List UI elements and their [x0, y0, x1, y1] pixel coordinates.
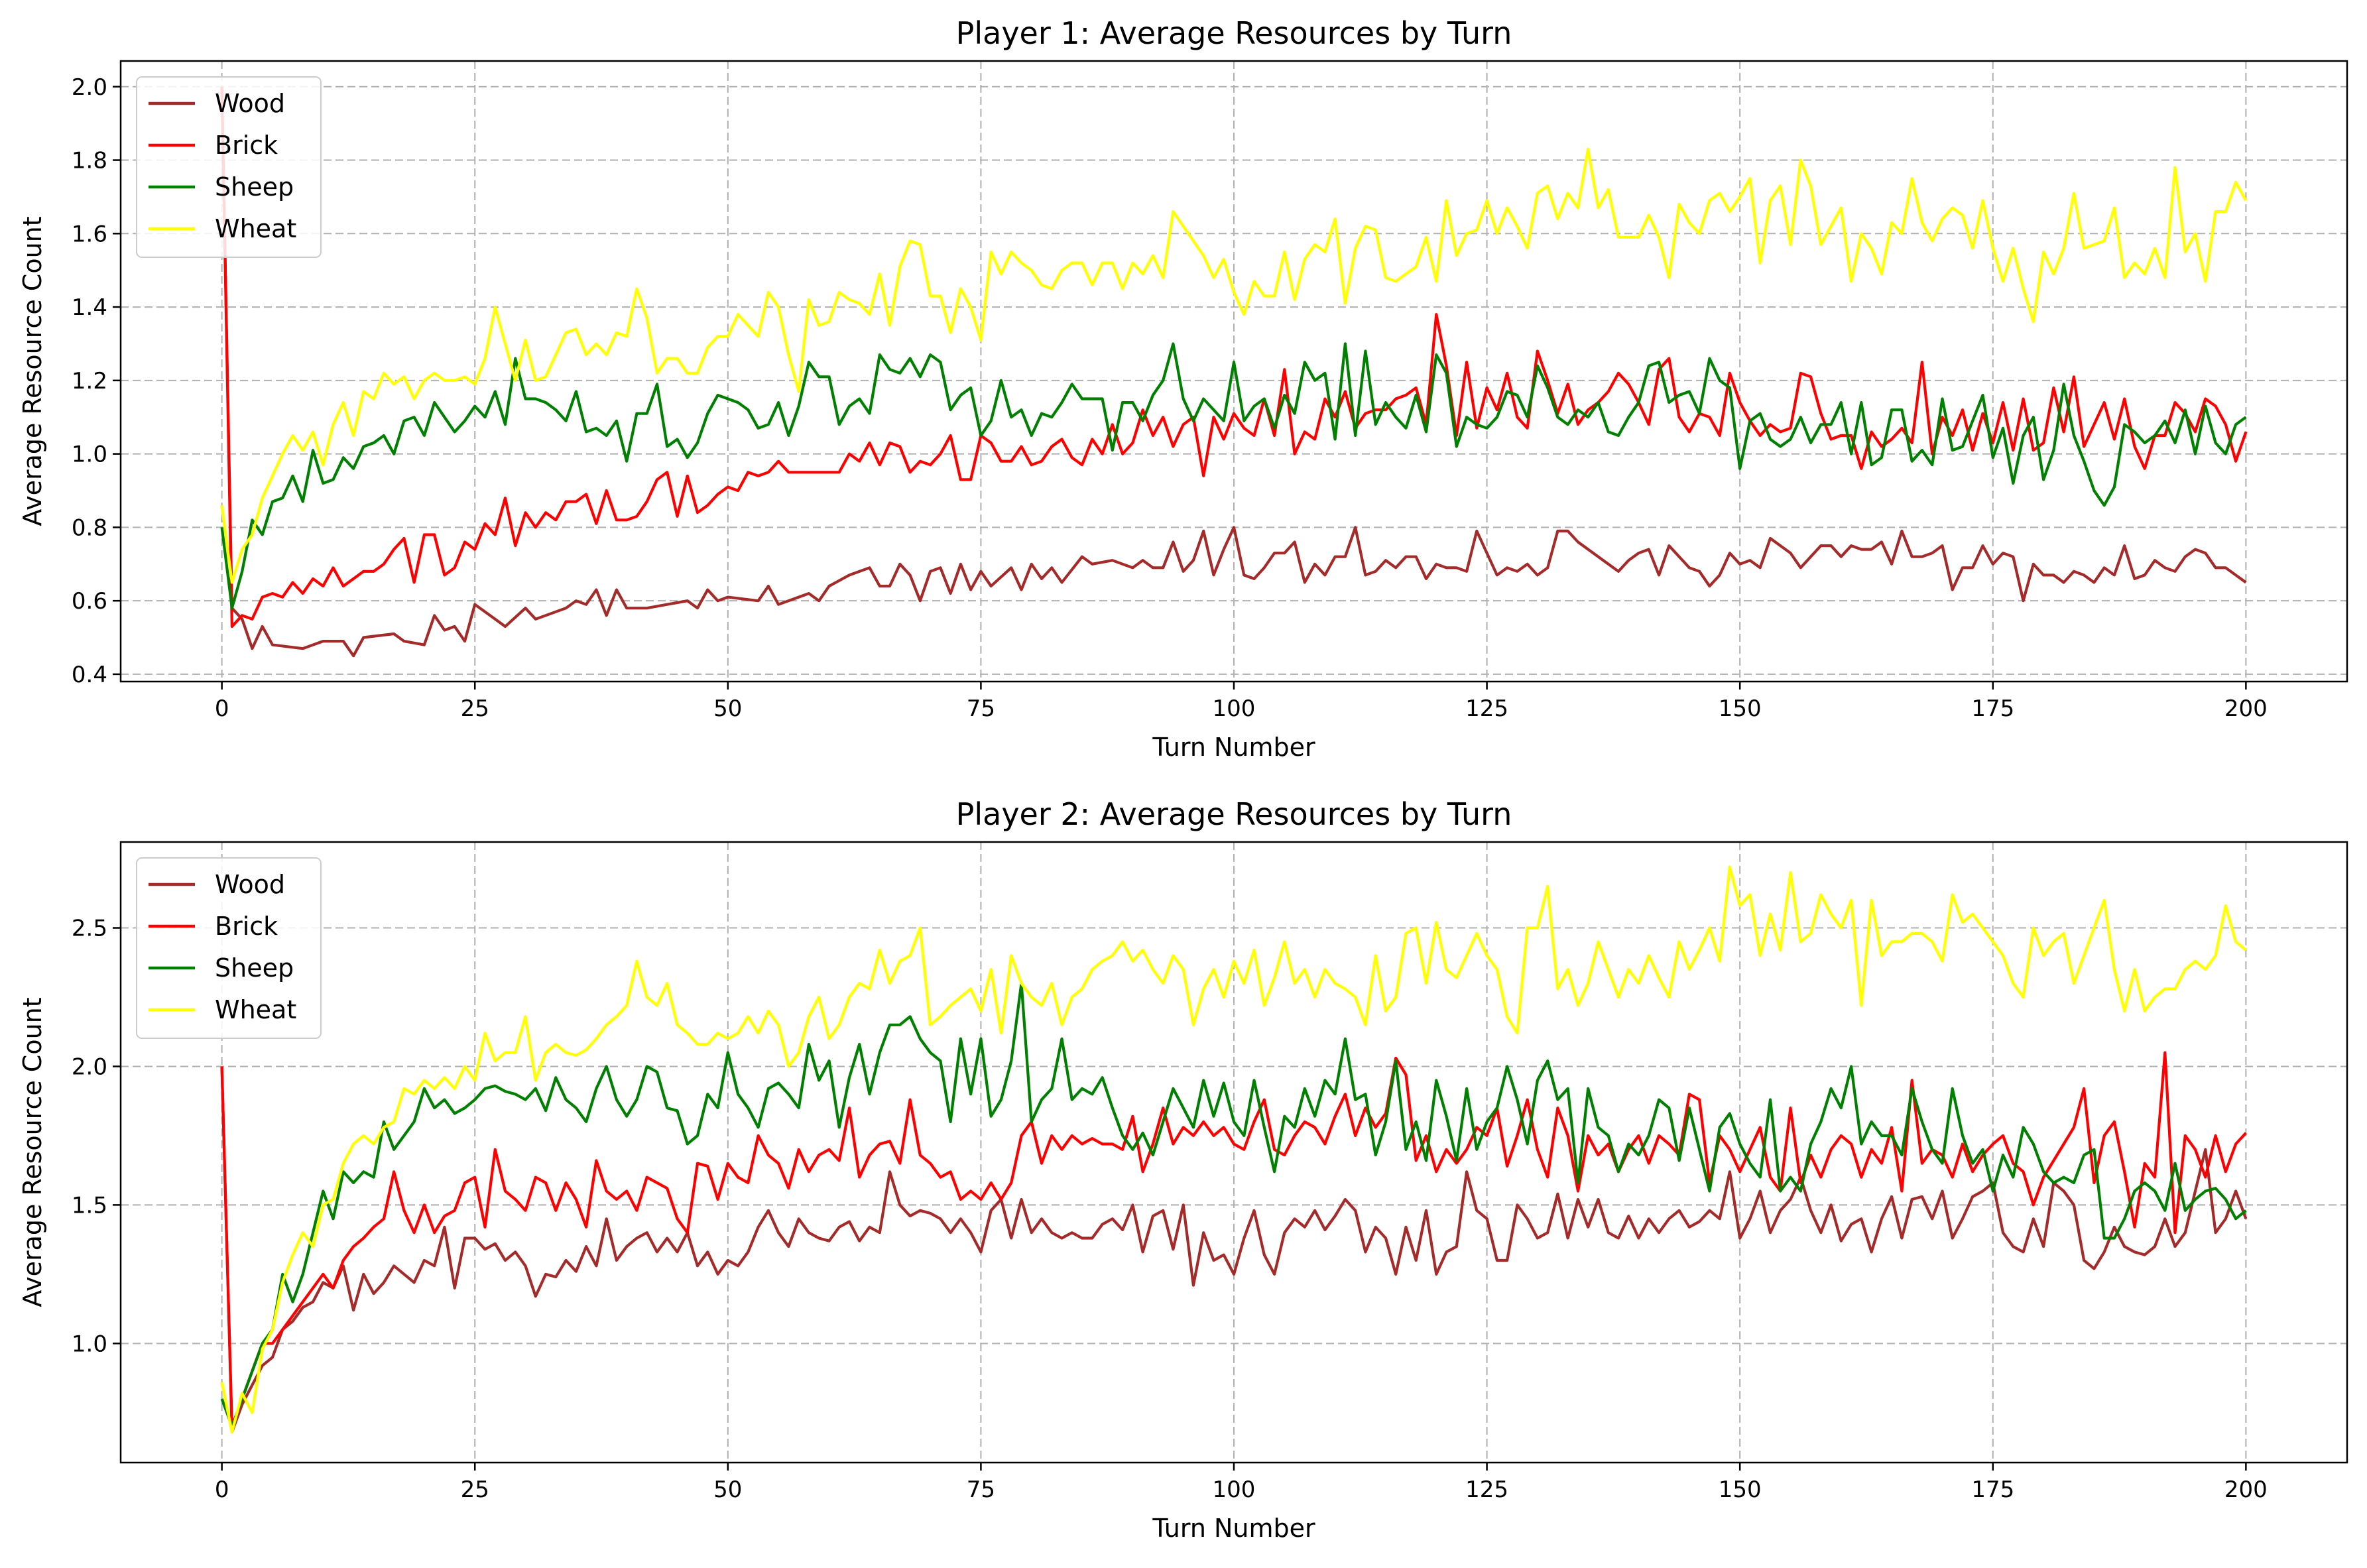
y-tick-label: 2.0 — [72, 1054, 107, 1080]
series-line-sheep — [220, 342, 2247, 610]
y-axis-label: Average Resource Count — [18, 997, 47, 1307]
x-tick-label: 150 — [1719, 695, 1762, 722]
y-tick-label: 1.6 — [72, 221, 107, 247]
x-axis-label: Turn Number — [1152, 733, 1315, 762]
y-tick-label: 2.5 — [72, 916, 107, 942]
legend-label-wood: Wood — [215, 89, 285, 118]
legend: Wood Brick Sheep Wheat — [136, 857, 322, 1039]
legend-box — [136, 76, 322, 258]
y-tick-label: 1.5 — [72, 1192, 107, 1219]
y-tick-label: 1.8 — [72, 148, 107, 174]
x-axis-label: Turn Number — [1152, 1514, 1315, 1543]
series-line-sheep — [220, 981, 2247, 1428]
x-tick-label: 125 — [1465, 1477, 1508, 1503]
legend-label-sheep: Sheep — [215, 953, 294, 983]
x-tick-label: 150 — [1719, 1477, 1762, 1503]
gridlines — [121, 842, 2347, 1463]
chart-title: Player 2: Average Resources by Turn — [956, 796, 1512, 832]
y-tick-label: 1.0 — [72, 442, 107, 468]
x-tick-label: 125 — [1465, 695, 1508, 722]
series-line-wheat — [220, 865, 2247, 1434]
y-tick-label: 1.0 — [72, 1331, 107, 1357]
x-tick-label: 200 — [2224, 695, 2268, 722]
x-tick-label: 0 — [215, 695, 229, 722]
x-tick-label: 75 — [967, 695, 995, 722]
chart-title: Player 1: Average Resources by Turn — [956, 15, 1512, 51]
legend: Wood Brick Sheep Wheat — [136, 76, 322, 258]
y-axis-label: Average Resource Count — [18, 216, 47, 526]
x-tick-label: 50 — [713, 695, 742, 722]
gridlines — [121, 61, 2347, 682]
x-tick-label: 200 — [2224, 1477, 2268, 1503]
legend-label-brick: Brick — [215, 131, 278, 160]
y-tick-label: 0.4 — [72, 662, 107, 688]
series-line-wood — [220, 86, 2247, 658]
x-tick-label: 50 — [713, 1477, 742, 1503]
chart-player2: Player 2: Average Resources by Turn Turn… — [18, 796, 2348, 1543]
y-tick-label: 2.0 — [72, 74, 107, 101]
chart-player1: Player 1: Average Resources by Turn Turn… — [18, 15, 2348, 762]
x-tick-label: 175 — [1971, 1477, 2014, 1503]
x-tick-label: 100 — [1213, 695, 1256, 722]
x-tick-label: 75 — [967, 1477, 995, 1503]
series-line-wood — [220, 1066, 2248, 1434]
x-tick-label: 0 — [215, 1477, 229, 1503]
series-group — [220, 865, 2248, 1434]
legend-label-sheep: Sheep — [215, 172, 294, 202]
legend-box — [136, 857, 322, 1039]
legend-label-wheat: Wheat — [215, 995, 296, 1024]
x-tick-label: 175 — [1971, 695, 2014, 722]
y-tick-label: 0.6 — [72, 588, 107, 615]
legend-label-brick: Brick — [215, 912, 278, 941]
x-tick-label: 25 — [461, 1477, 489, 1503]
series-line-wheat — [220, 147, 2248, 584]
x-tick-label: 25 — [461, 695, 489, 722]
legend-label-wheat: Wheat — [215, 214, 296, 243]
legend-label-wood: Wood — [215, 870, 285, 899]
y-tick-label: 1.4 — [72, 294, 107, 321]
x-tick-label: 100 — [1213, 1477, 1256, 1503]
y-tick-label: 1.2 — [72, 368, 107, 394]
series-group — [220, 86, 2248, 658]
y-tick-label: 0.8 — [72, 514, 107, 541]
